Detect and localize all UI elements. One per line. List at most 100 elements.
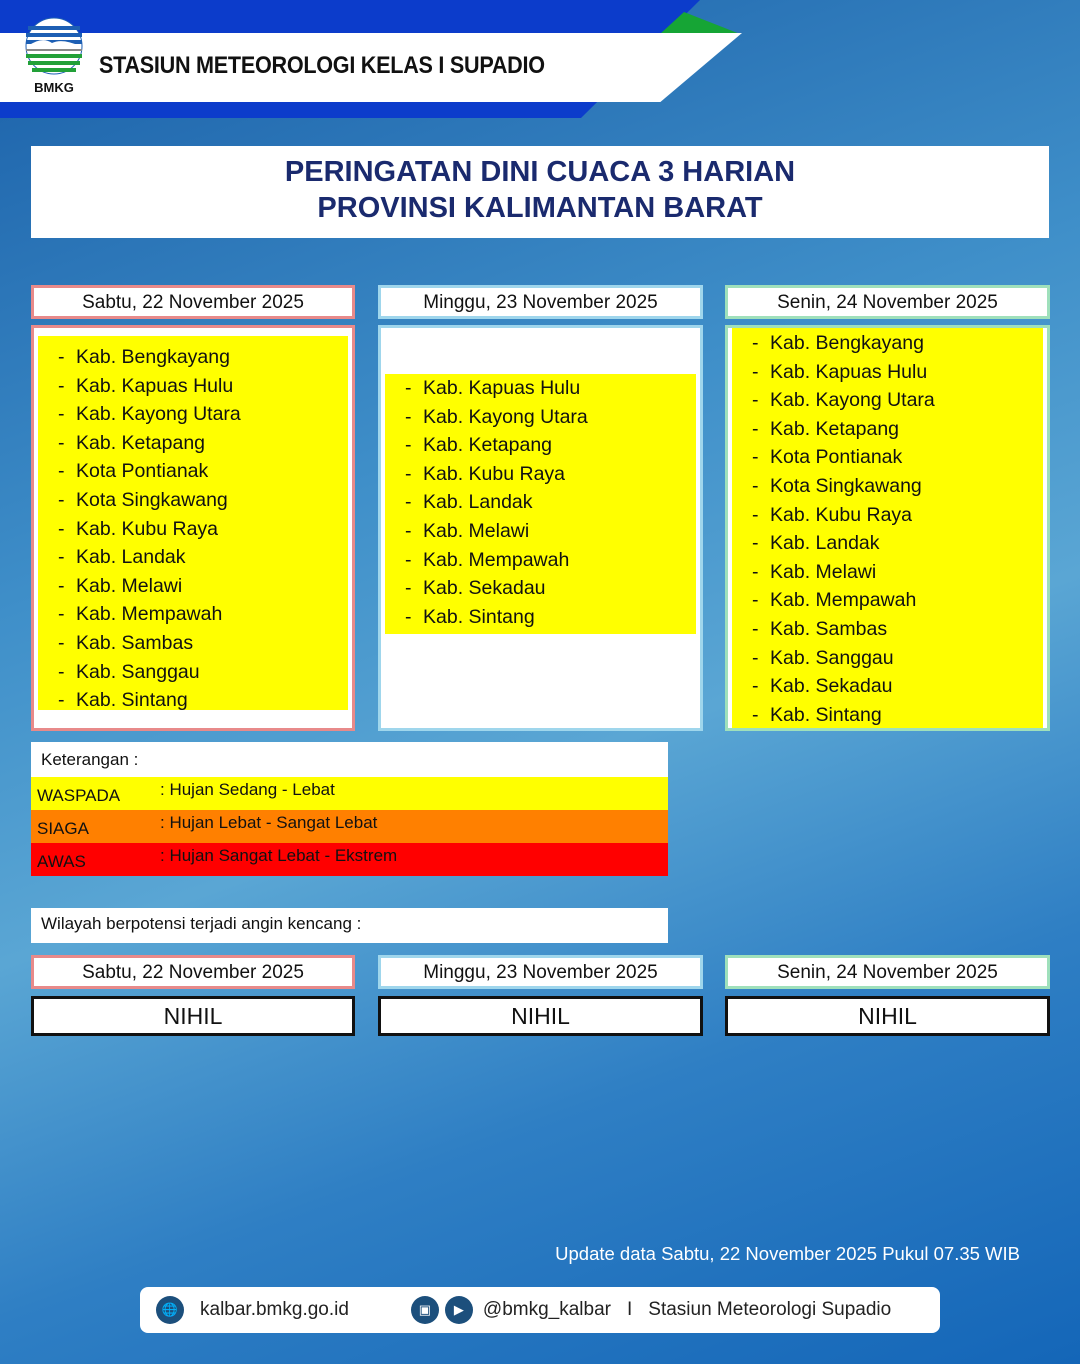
area-list-item: - Kab. Kayong Utara [385,403,696,432]
social-handle[interactable]: @bmkg_kalbar [482,1299,611,1320]
area-list-item: - Kota Singkawang [732,472,1043,501]
title-line-2: PROVINSI KALIMANTAN BARAT [317,192,763,224]
area-name: Kab. Mempawah [770,589,917,612]
bullet-dash: - [752,675,759,698]
area-list-item: - Kota Singkawang [38,486,348,515]
area-name: Kab. Sanggau [770,646,894,669]
area-list-item: - Kab. Kayong Utara [38,400,348,429]
area-name: Kab. Kapuas Hulu [423,377,581,399]
area-list-item: - Kab. Sanggau [732,644,1043,673]
legend: Keterangan : WASPADA: Hujan Sedang - Leb… [31,742,668,876]
area-list-item: - Kab. Bengkayang [38,343,348,372]
area-name: Kab. Mempawah [76,603,223,626]
bullet-dash: - [405,519,412,542]
area-name: Kab. Bengkayang [76,346,230,368]
globe-icon: 🌐 [156,1296,184,1324]
area-list-item: - Kab. Ketapang [732,415,1043,444]
area-name: Kab. Bengkayang [770,332,924,354]
station-footer-name: Stasiun Meteorologi Supadio [648,1299,892,1320]
bullet-dash: - [752,532,759,555]
area-list-item: - Kab. Landak [38,543,348,572]
website-link[interactable]: kalbar.bmkg.go.id [200,1299,349,1320]
wind-day-1-date: Sabtu, 22 November 2025 [31,955,355,989]
area-name: Kab. Ketapang [423,434,553,457]
day-1-date: Sabtu, 22 November 2025 [31,285,355,319]
update-timestamp: Update data Sabtu, 22 November 2025 Puku… [555,1243,1020,1264]
header-bar [0,33,742,102]
bullet-dash: - [405,434,412,457]
area-name: Kab. Kayong Utara [423,405,588,428]
bullet-dash: - [752,446,759,469]
area-list-item: - Kab. Sekadau [732,672,1043,701]
bullet-dash: - [58,574,65,597]
area-name: Kab. Kubu Raya [423,462,566,485]
svg-text:BMKG: BMKG [34,80,74,95]
area-list-item: - Kab. Sintang [38,686,348,715]
area-list-item: - Kab. Kubu Raya [38,515,348,544]
area-name: Kab. Kapuas Hulu [770,360,928,383]
area-name: Kab. Mempawah [423,548,570,571]
bullet-dash: - [405,377,412,399]
wind-day-3-value: NIHIL [725,996,1050,1036]
bmkg-logo: BMKG [25,17,83,95]
title-line-1: PERINGATAN DINI CUACA 3 HARIAN [284,156,796,188]
area-name: Kab. Kapuas Hulu [76,374,234,397]
footer-bar: 🌐 kalbar.bmkg.go.id ▣ ▶ @bmkg_kalbar I S… [140,1287,940,1333]
area-name: Kab. Kubu Raya [770,503,913,526]
legend-desc: : Hujan Lebat - Sangat Lebat [160,812,378,832]
area-list-item: - Kab. Landak [385,488,696,517]
bullet-dash: - [405,462,412,485]
station-name: STASIUN METEOROLOGI KELAS I SUPADIO [99,52,545,79]
day-3-warning-list: - Kab. Bengkayang - Kab. Kapuas Hulu - Kab. K… [725,325,1050,731]
area-list-item: - Kab. Sambas [38,629,348,658]
legend-waspada: WASPADA: Hujan Sedang - Lebat [31,777,668,810]
bullet-dash: - [58,488,65,511]
bullet-dash: - [58,460,65,483]
legend-desc: : Hujan Sangat Lebat - Ekstrem [160,845,398,865]
area-list-item: - Kab. Sekadau [385,574,696,603]
legend-level: SIAGA [37,818,89,838]
wind-title: Wilayah berpotensi terjadi angin kencang… [31,908,668,943]
wind-day-2-date: Minggu, 23 November 2025 [378,955,703,989]
area-list-item: - Kab. Kapuas Hulu [38,372,348,401]
day-3-date: Senin, 24 November 2025 [725,285,1050,319]
day-2-date: Minggu, 23 November 2025 [378,285,703,319]
area-name: Kab. Melawi [76,574,183,597]
bullet-dash: - [752,589,759,612]
bullet-dash: - [752,703,759,726]
bullet-dash: - [752,646,759,669]
area-list-item: - Kab. Sintang [385,603,696,632]
day-2-warning-list: - Kab. Kapuas Hulu - Kab. Kayong Utara - Kab.… [378,325,703,731]
area-name: Kota Singkawang [770,474,922,497]
area-name: Kab. Sambas [76,631,194,654]
area-name: Kota Pontianak [76,460,209,483]
area-name: Kab. Kayong Utara [76,403,241,426]
area-name: Kab. Ketapang [76,431,206,454]
area-name: Kab. Sintang [76,689,188,712]
bullet-dash: - [752,389,759,412]
bullet-dash: - [752,617,759,640]
bullet-dash: - [58,374,65,397]
bullet-dash: - [58,631,65,654]
bullet-dash: - [752,360,759,383]
area-name: Kab. Sekadau [770,675,893,698]
area-list-item: - Kab. Mempawah [38,600,348,629]
area-list-item: - Kab. Melawi [732,558,1043,587]
youtube-icon[interactable]: ▶ [444,1296,473,1324]
area-name: Kab. Sambas [770,617,888,640]
area-list-item: - Kab. Sambas [732,615,1043,644]
area-name: Kota Pontianak [770,446,903,469]
waspada-area-block: - Kab. Bengkayang - Kab. Kapuas Hulu - Kab. K… [732,328,1043,728]
area-name: Kab. Sekadau [423,577,546,600]
bullet-dash: - [405,405,412,428]
area-list-item: - Kab. Kayong Utara [732,386,1043,415]
legend-siaga: SIAGA : Hujan Lebat - Sangat Lebat [31,810,668,843]
day-1-warning-list: - Kab. Bengkayang - Kab. Kapuas Hulu - Kab. K… [31,325,355,731]
area-list-item: - Kab. Ketapang [38,429,348,458]
instagram-icon[interactable]: ▣ [410,1296,439,1324]
area-list-item: - Kab. Kapuas Hulu [732,358,1043,387]
area-list-item: - Kab. Ketapang [385,431,696,460]
legend-title: Keterangan : [31,742,668,777]
area-name: Kab. Sintang [423,605,535,628]
bullet-dash: - [405,605,412,628]
